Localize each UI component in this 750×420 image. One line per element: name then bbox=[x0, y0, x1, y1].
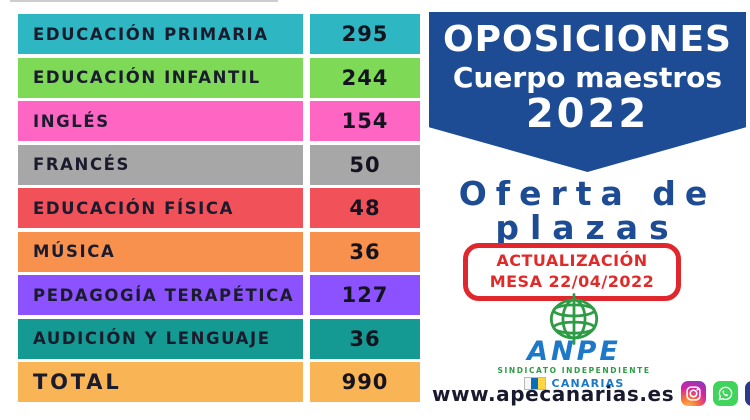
value-cell: 50 bbox=[310, 144, 420, 185]
subject-label: PEDAGOGÍA TERAPÉTICA bbox=[33, 285, 295, 305]
table-row-total: TOTAL 990 bbox=[18, 362, 420, 402]
table-row: EDUCACIÓN PRIMARIA 295 bbox=[18, 14, 420, 54]
table-row: EDUCACIÓN FÍSICA 48 bbox=[18, 188, 420, 228]
update-line2: MESA 22/04/2022 bbox=[489, 271, 655, 291]
value-cell: 48 bbox=[310, 188, 420, 228]
total-cell: TOTAL bbox=[18, 362, 303, 402]
value-label: 244 bbox=[341, 65, 389, 90]
anpe-logo: ANPE SINDICATO INDEPENDIENTE CANARIAS bbox=[429, 292, 719, 390]
table-row: INGLÉS 154 bbox=[18, 101, 420, 141]
subject-label: MÚSICA bbox=[33, 242, 116, 261]
value-cell: 127 bbox=[310, 275, 420, 315]
value-label: 50 bbox=[349, 152, 381, 177]
value-cell: 36 bbox=[310, 231, 420, 272]
update-line1: ACTUALIZACIÓN bbox=[496, 251, 648, 270]
value-cell: 295 bbox=[310, 14, 420, 54]
table-row: AUDICIÓN Y LENGUAJE 36 bbox=[18, 318, 420, 359]
website-link[interactable]: www.apecanarias.es bbox=[432, 381, 675, 406]
offer-heading: Oferta de plazas bbox=[429, 174, 746, 247]
canary-islands-flag-icon bbox=[523, 377, 546, 390]
subject-cell: AUDICIÓN Y LENGUAJE bbox=[18, 318, 303, 359]
anpe-wordmark: ANPE bbox=[527, 336, 621, 367]
subject-cell: EDUCACIÓN PRIMARIA bbox=[18, 14, 303, 54]
table-row: MÚSICA 36 bbox=[18, 231, 420, 272]
whatsapp-icon[interactable] bbox=[713, 381, 739, 406]
anpe-subtitle: SINDICATO INDEPENDIENTE bbox=[497, 366, 651, 375]
subject-cell: INGLÉS bbox=[18, 101, 303, 141]
subject-label: EDUCACIÓN PRIMARIA bbox=[33, 24, 269, 44]
title-banner: OPOSICIONES Cuerpo maestros 2022 bbox=[429, 12, 746, 172]
value-cell: 154 bbox=[310, 101, 420, 141]
subject-label: FRANCÉS bbox=[33, 155, 131, 174]
total-label: TOTAL bbox=[33, 370, 122, 394]
instagram-icon[interactable] bbox=[681, 381, 707, 406]
subject-cell: FRANCÉS bbox=[18, 144, 303, 185]
total-value-cell: 990 bbox=[310, 362, 420, 402]
update-box: ACTUALIZACIÓN MESA 22/04/2022 bbox=[463, 243, 681, 301]
table-row: PEDAGOGÍA TERAPÉTICA 127 bbox=[18, 275, 420, 315]
offer-line1: Oferta de bbox=[458, 174, 717, 213]
value-label: 36 bbox=[349, 239, 381, 264]
footer: www.apecanarias.es f bbox=[432, 381, 750, 406]
value-label: 127 bbox=[341, 283, 389, 307]
subject-label: AUDICIÓN Y LENGUAJE bbox=[33, 329, 271, 348]
offer-line2: plazas bbox=[495, 208, 680, 247]
value-label: 154 bbox=[341, 109, 389, 133]
subject-cell: MÚSICA bbox=[18, 231, 303, 272]
value-label: 295 bbox=[341, 22, 389, 46]
value-cell: 36 bbox=[310, 318, 420, 359]
banner-year: 2022 bbox=[525, 91, 650, 137]
facebook-icon[interactable]: f bbox=[745, 381, 750, 406]
subject-label: EDUCACIÓN INFANTIL bbox=[33, 68, 261, 87]
scan-artifact bbox=[10, 0, 278, 2]
subject-label: INGLÉS bbox=[33, 111, 110, 131]
subject-cell: EDUCACIÓN INFANTIL bbox=[18, 57, 303, 98]
subject-cell: EDUCACIÓN FÍSICA bbox=[18, 188, 303, 228]
table-row: EDUCACIÓN INFANTIL 244 bbox=[18, 57, 420, 98]
table-row: FRANCÉS 50 bbox=[18, 144, 420, 185]
subject-label: EDUCACIÓN FÍSICA bbox=[33, 198, 234, 218]
banner-subtitle: Cuerpo maestros bbox=[452, 61, 723, 94]
total-value: 990 bbox=[341, 370, 389, 394]
banner-title: OPOSICIONES bbox=[443, 19, 732, 60]
subject-cell: PEDAGOGÍA TERAPÉTICA bbox=[18, 275, 303, 315]
value-label: 36 bbox=[349, 326, 381, 351]
value-label: 48 bbox=[349, 196, 381, 220]
globe-icon bbox=[549, 293, 599, 345]
anpe-region-row: CANARIAS bbox=[429, 377, 719, 390]
region-label: CANARIAS bbox=[551, 377, 625, 390]
value-cell: 244 bbox=[310, 57, 420, 98]
plazas-table: EDUCACIÓN PRIMARIA 295 EDUCACIÓN INFANTI… bbox=[18, 14, 420, 406]
